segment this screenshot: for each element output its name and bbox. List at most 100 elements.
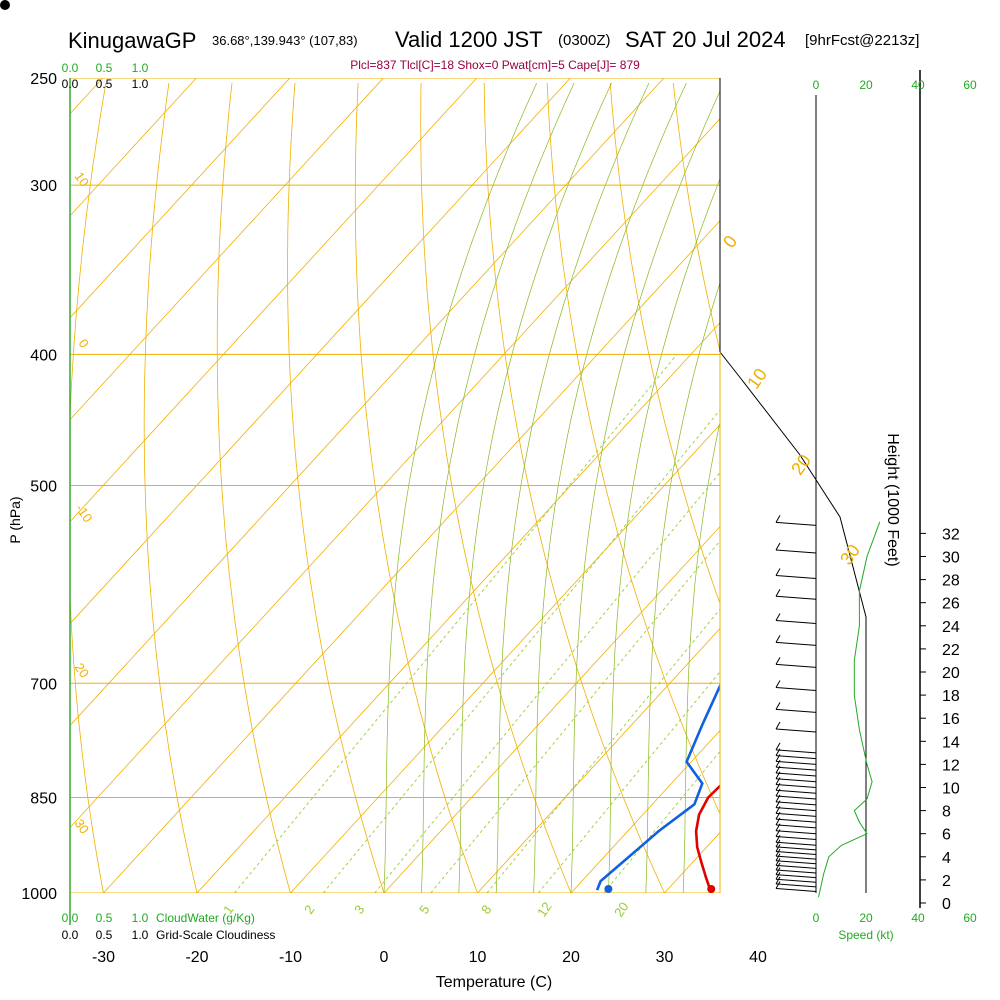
temperature-tick-label: 40 (749, 949, 767, 966)
pressure-tick-label: 500 (30, 479, 57, 496)
wind-barb (775, 887, 817, 892)
dry-adiabat-line (736, 83, 1000, 893)
height-tick-label: 22 (942, 642, 960, 659)
height-tick-label: 28 (942, 573, 960, 590)
mixing-ratio-line (234, 354, 678, 893)
height-tick-label: 26 (942, 596, 960, 613)
speed-axis-label: Speed (kt) (838, 928, 893, 942)
speed-tick-label-bottom: 20 (859, 911, 873, 925)
wind-barb-flag (775, 568, 781, 576)
pressure-axis-title: P (hPa) (7, 496, 23, 543)
cloudiness-scale-top: 0.5 (96, 77, 113, 91)
wind-barb-flag (775, 542, 781, 551)
cloudiness-scale-bottom: 0.0 (62, 928, 79, 942)
wind-barb (775, 841, 817, 846)
height-tick-label: 32 (942, 526, 960, 543)
wind-barb (775, 755, 817, 760)
wind-barb-flag (775, 765, 781, 774)
wind-barb (775, 778, 817, 783)
wind-barb-flag (775, 783, 781, 791)
pressure-tick-label: 850 (30, 790, 57, 807)
moist-adiabat-line (458, 82, 612, 893)
pressure-tick-label: 400 (30, 347, 57, 364)
dry-adiabat-label: 10 (72, 169, 93, 189)
wind-barb (775, 812, 817, 817)
wind-barb (775, 521, 817, 526)
moist-adiabat-line (608, 177, 720, 893)
height-axis-title: Height (1000 Feet) (884, 433, 901, 566)
moist-adiabat-line (495, 82, 650, 893)
mixing-ratio-label: 8 (478, 902, 494, 917)
isotherm-label: 10 (743, 365, 771, 393)
wind-barb (775, 686, 817, 691)
wind-barb-flag (775, 613, 781, 621)
isotherm-line (758, 78, 1000, 893)
cloudiness-scale-top: 1.0 (132, 77, 149, 91)
sounding-parameters: Plcl=837 Tlcl[C]=18 Shox=0 Pwat[cm]=5 Ca… (350, 58, 640, 72)
moist-adiabat-line (533, 82, 687, 893)
wind-barb-flag (775, 748, 781, 756)
moist-adiabat-line (421, 82, 575, 893)
cloudiness-label: Grid-Scale Cloudiness (156, 928, 275, 942)
speed-tick-label-top: 40 (911, 78, 925, 92)
height-tick-label: 16 (942, 711, 960, 728)
mixing-ratio-line (486, 608, 720, 893)
valid-date: SAT 20 Jul 2024 (625, 27, 786, 52)
dry-adiabat-label: 20 (72, 660, 93, 680)
wind-barb-flag (775, 806, 781, 814)
wind-barb (775, 641, 817, 646)
dry-adiabat-label: -10 (73, 501, 96, 525)
temperature-tick-label: 0 (380, 949, 389, 966)
dry-adiabat-line (287, 82, 385, 893)
wind-barb (775, 619, 817, 624)
wind-barb (775, 835, 817, 840)
pressure-tick-label: 300 (30, 178, 57, 195)
wind-barb-flag (775, 823, 781, 831)
height-tick-label: 10 (942, 781, 960, 798)
utc-time: (0300Z) (558, 32, 611, 49)
wind-barb (775, 784, 817, 788)
dry-adiabat-line (926, 83, 1000, 893)
wind-barb-flag (775, 853, 781, 861)
mixing-ratio-label: 5 (416, 902, 432, 917)
temperature-tick-label: -30 (92, 949, 115, 966)
cloudiness-scale-top: 0.0 (62, 77, 79, 91)
height-tick-label: 8 (942, 804, 951, 821)
sounding-boundary-line (719, 78, 867, 893)
wind-barb-flag (775, 721, 781, 730)
temperature-tick-label: -10 (279, 949, 302, 966)
wind-barb-flag (775, 876, 781, 885)
cloudwater-scale-top: 1.0 (132, 61, 149, 75)
height-tick-label: 12 (942, 757, 960, 774)
wind-barb-flag (775, 657, 781, 665)
wind-barb-flag (775, 759, 781, 768)
cloudwater-scale-bottom: 0.0 (62, 911, 79, 925)
speed-tick-label-top: 20 (859, 78, 873, 92)
isotherm-line (70, 78, 384, 421)
mixing-ratio-line (537, 671, 720, 893)
cloudwater-scale-bottom: 1.0 (132, 911, 149, 925)
wind-barb-flag (775, 811, 781, 820)
wind-barb-flag (775, 771, 781, 779)
temperature-axis-title: Temperature (C) (436, 974, 552, 991)
wind-speed-curve (818, 521, 881, 898)
speed-tick-label-top: 60 (963, 78, 977, 92)
wind-barb-flag (775, 844, 781, 852)
speed-tick-label-bottom: 40 (911, 911, 925, 925)
pressure-tick-label: 1000 (21, 886, 57, 903)
dewpoint-curve (595, 682, 720, 891)
wind-barb-flag (775, 817, 781, 826)
wind-barb (775, 574, 817, 579)
height-tick-label: 30 (942, 550, 960, 567)
wind-barb (775, 818, 817, 823)
dry-adiabat-label: 30 (72, 816, 93, 836)
wind-barb-flag (775, 800, 781, 808)
wind-barb (775, 855, 817, 860)
moist-adiabat-line (795, 83, 948, 893)
wind-barb-flag (775, 835, 781, 843)
isotherm-line (70, 78, 291, 319)
wind-barb (775, 728, 817, 733)
wind-barb-flag (775, 881, 781, 889)
mixing-ratio-line (374, 471, 720, 893)
